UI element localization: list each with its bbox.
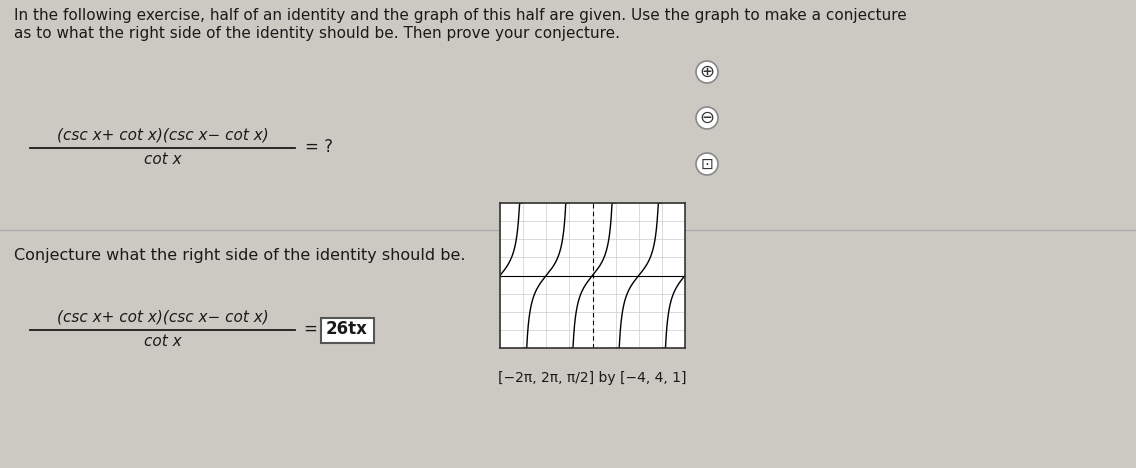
Circle shape bbox=[696, 153, 718, 175]
Text: (csc x+ cot x)(csc x− cot x): (csc x+ cot x)(csc x− cot x) bbox=[57, 128, 268, 143]
Text: as to what the right side of the identity should be. Then prove your conjecture.: as to what the right side of the identit… bbox=[14, 26, 620, 41]
Circle shape bbox=[696, 107, 718, 129]
Text: 26tx: 26tx bbox=[326, 320, 368, 338]
Text: ⊡: ⊡ bbox=[701, 156, 713, 171]
Text: ⊖: ⊖ bbox=[700, 109, 715, 127]
Text: ⊕: ⊕ bbox=[700, 63, 715, 81]
Circle shape bbox=[696, 61, 718, 83]
Text: (csc x+ cot x)(csc x− cot x): (csc x+ cot x)(csc x− cot x) bbox=[57, 310, 268, 325]
Text: cot x: cot x bbox=[143, 152, 182, 167]
Text: Conjecture what the right side of the identity should be.: Conjecture what the right side of the id… bbox=[14, 248, 466, 263]
Text: cot x: cot x bbox=[143, 334, 182, 349]
Text: =: = bbox=[303, 320, 317, 338]
FancyBboxPatch shape bbox=[320, 317, 374, 343]
Text: [−2π, 2π, π/2] by [−4, 4, 1]: [−2π, 2π, π/2] by [−4, 4, 1] bbox=[499, 371, 687, 385]
Text: = ?: = ? bbox=[304, 138, 333, 156]
FancyBboxPatch shape bbox=[543, 220, 593, 240]
Text: ⋯: ⋯ bbox=[560, 222, 576, 237]
Text: In the following exercise, half of an identity and the graph of this half are gi: In the following exercise, half of an id… bbox=[14, 8, 907, 23]
